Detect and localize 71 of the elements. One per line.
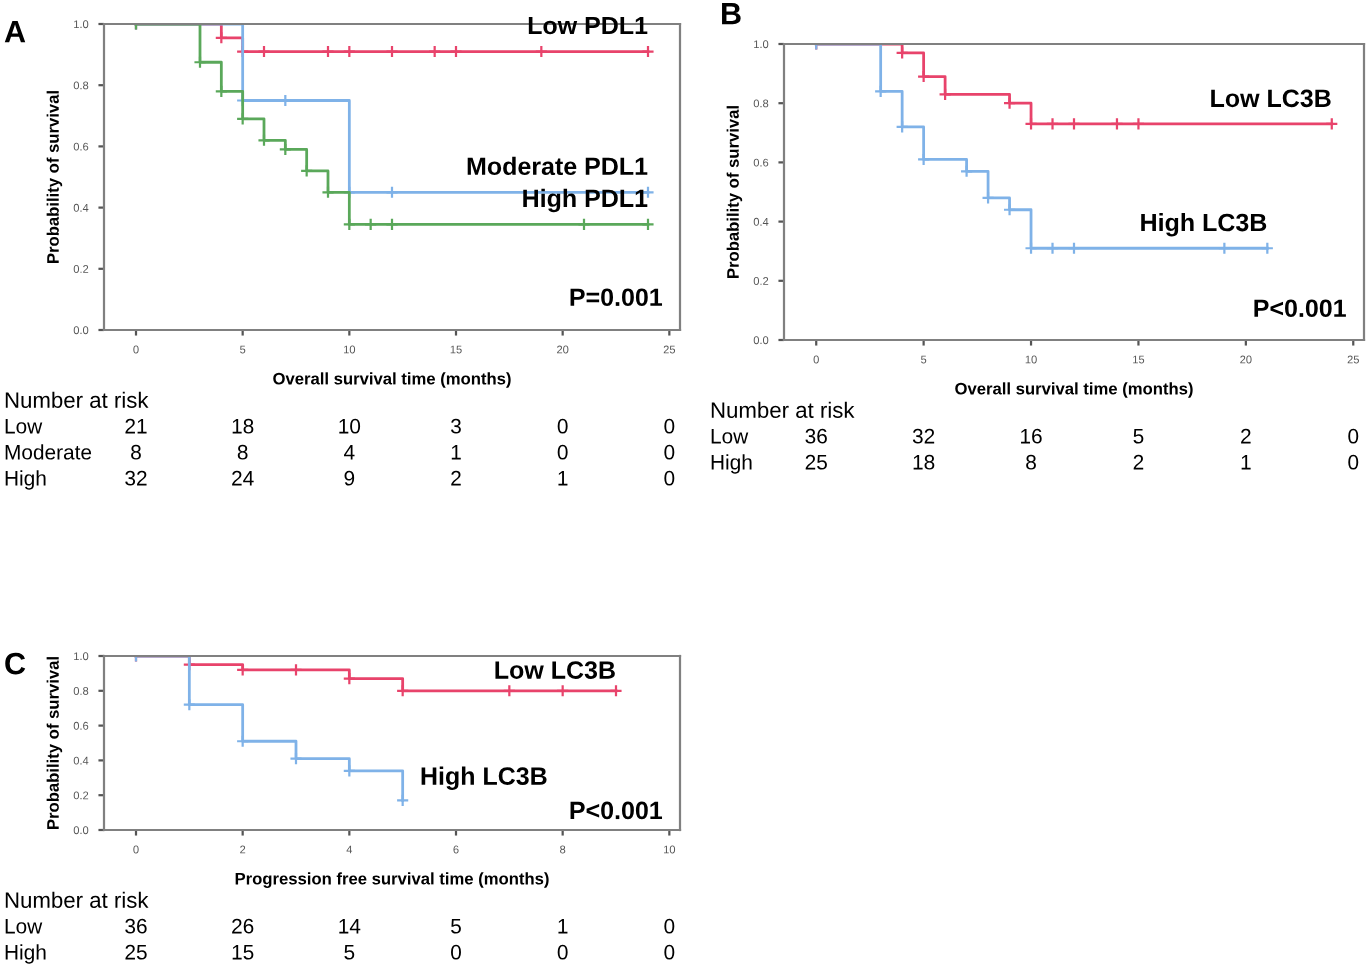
annotation: P<0.001 [1254, 299, 1346, 318]
text: 10 [339, 418, 361, 434]
text: 32 [125, 470, 147, 486]
text: 0 [557, 444, 568, 460]
text: 5 [1133, 429, 1144, 444]
text: 4 [344, 445, 355, 460]
text: 0 [1348, 428, 1359, 444]
text: 8 [1026, 454, 1036, 470]
text: 0 [664, 470, 675, 486]
text: Low [5, 419, 43, 434]
text: High [5, 470, 46, 490]
chart-title: B [722, 3, 741, 25]
text: 0 [664, 918, 675, 934]
chart-title: A [4, 21, 26, 43]
text: 0 [1348, 454, 1359, 470]
chart-title: C [5, 652, 26, 675]
series-label: High LC3B [421, 766, 547, 790]
text: 2 [451, 470, 461, 486]
annotation: P<0.001 [570, 801, 663, 820]
text: 18 [913, 454, 935, 470]
text: 8 [237, 444, 248, 460]
text: 2 [1241, 428, 1251, 444]
text: 5 [344, 945, 355, 960]
text: 18 [232, 418, 254, 434]
text: High [711, 454, 752, 474]
series-label: Low PDL1 [528, 16, 648, 35]
text: Low [5, 919, 43, 934]
series-label: Moderate PDL1 [467, 156, 648, 176]
y-axis-title: Probability of survival [726, 106, 743, 278]
text: High [5, 944, 46, 964]
text: 32 [912, 428, 935, 444]
text: Number at risk [5, 891, 149, 908]
text: Moderate [5, 444, 92, 460]
text: 14 [339, 919, 361, 934]
text: 16 [1021, 428, 1042, 444]
text: 26 [232, 918, 254, 934]
x-axis-title: Overall survival time (months) [955, 382, 1193, 398]
series-label: High LC3B [1141, 212, 1267, 237]
text: 25 [805, 454, 827, 470]
x-axis-title: Overall survival time (months) [273, 372, 511, 388]
text: 1 [558, 471, 568, 486]
text: 0 [451, 944, 461, 960]
series-label: Low LC3B [495, 661, 615, 679]
text: Number at risk [5, 391, 149, 408]
text: 25 [125, 944, 147, 960]
text: 21 [125, 418, 147, 434]
text: 0 [664, 418, 675, 434]
text: 24 [232, 470, 254, 486]
y-axis-title: Probability of survival [46, 657, 63, 829]
text: 5 [451, 919, 461, 934]
series-label: High PDL1 [523, 188, 648, 213]
text: Low [711, 429, 749, 444]
text: 8 [131, 444, 141, 460]
text: 0 [664, 944, 675, 960]
text: 2 [1133, 454, 1144, 470]
text: 15 [232, 945, 254, 960]
text: 0 [557, 418, 568, 434]
text: 3 [451, 418, 461, 434]
text: 9 [344, 470, 355, 486]
annotation: P=0.001 [570, 288, 663, 307]
text: 36 [805, 428, 827, 444]
text: 36 [125, 918, 147, 934]
text: 1 [451, 445, 461, 460]
y-axis-title: Probability of survival [46, 91, 63, 263]
text: 0 [664, 444, 675, 460]
text: 0 [557, 944, 568, 960]
x-axis-title: Progression free survival time (months) [235, 872, 549, 888]
series-label: Low LC3B [1211, 89, 1331, 108]
text: 1 [558, 919, 568, 934]
text: Number at risk [711, 401, 855, 418]
text: 1 [1241, 455, 1251, 470]
